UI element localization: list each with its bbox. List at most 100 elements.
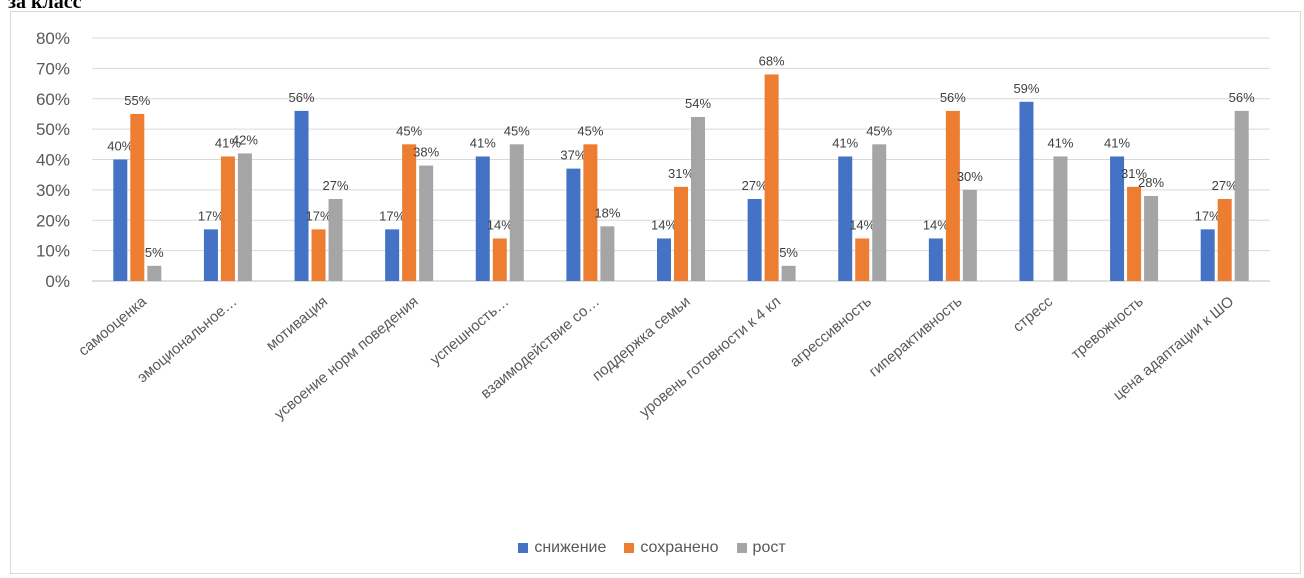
bar-рост <box>328 198 343 281</box>
bar-снижение <box>1019 101 1034 281</box>
bar-рост <box>147 265 162 281</box>
data-label: 14% <box>651 217 677 232</box>
bar-сохранено <box>220 156 235 281</box>
x-tick-label: самооценка <box>75 293 150 360</box>
data-label: 55% <box>124 93 150 108</box>
data-label: 37% <box>560 148 586 163</box>
bar-рост <box>1053 156 1068 281</box>
data-label: 41% <box>1104 135 1130 150</box>
data-label: 27% <box>742 178 768 193</box>
chart-legend: снижение сохранено рост <box>0 539 1304 557</box>
x-tick-label: усвоение норм поведения <box>271 293 421 423</box>
data-label: 54% <box>685 96 711 111</box>
bar-снижение <box>385 229 400 281</box>
data-label: 14% <box>923 217 949 232</box>
data-label: 5% <box>779 245 798 260</box>
data-label: 14% <box>487 217 513 232</box>
data-label: 17% <box>379 208 405 223</box>
data-label: 45% <box>504 123 530 138</box>
bar-сохранено <box>764 74 779 281</box>
legend-swatch-сохранено <box>624 543 635 553</box>
bar-снижение <box>1200 229 1215 281</box>
legend-item-рост: рост <box>736 539 786 557</box>
page-heading: за класс <box>8 0 82 13</box>
y-tick-label: 60% <box>36 90 70 109</box>
bar-рост <box>781 265 796 281</box>
bar-рост <box>962 189 977 281</box>
bar-рост <box>1234 110 1249 282</box>
data-label: 59% <box>1013 81 1039 96</box>
bar-снижение <box>475 156 490 281</box>
data-label: 45% <box>866 123 892 138</box>
y-tick-label: 70% <box>36 59 70 78</box>
x-tick-label: стресс <box>1010 293 1057 336</box>
data-label: 17% <box>1195 208 1221 223</box>
data-label: 31% <box>1121 166 1147 181</box>
data-label: 56% <box>940 90 966 105</box>
data-label: 41% <box>215 135 241 150</box>
bar-сохранено <box>1217 198 1232 281</box>
bar-сохранено <box>130 113 145 281</box>
x-tick-label: агрессивность <box>787 293 875 371</box>
bar-снижение <box>113 159 128 281</box>
bar-снижение <box>203 229 218 281</box>
bar-рост <box>872 144 887 281</box>
data-label: 17% <box>198 208 224 223</box>
data-label: 56% <box>289 90 315 105</box>
data-label: 68% <box>759 53 785 68</box>
data-label: 31% <box>668 166 694 181</box>
bar-снижение <box>1110 156 1125 281</box>
bar-снижение <box>838 156 853 281</box>
data-label: 56% <box>1229 90 1255 105</box>
data-label: 18% <box>594 205 620 220</box>
bar-сохранено <box>855 238 870 281</box>
bar-сохранено <box>311 229 326 281</box>
data-label: 30% <box>957 169 983 184</box>
bar-снижение <box>657 238 671 281</box>
chart-frame <box>10 11 1301 574</box>
bar-рост <box>237 153 252 281</box>
bar-рост <box>1144 195 1159 281</box>
y-tick-label: 20% <box>36 211 70 230</box>
x-tick-label: эмоциональное… <box>134 293 241 386</box>
bar-рост <box>509 144 524 281</box>
data-label: 41% <box>1047 135 1073 150</box>
bar-сохранено <box>945 110 960 282</box>
bar-сохранено <box>402 144 417 281</box>
data-label: 40% <box>107 139 133 154</box>
bar-снижение <box>294 110 309 282</box>
data-label: 28% <box>1138 175 1164 190</box>
data-label: 38% <box>413 145 439 160</box>
bar-рост <box>691 116 705 281</box>
data-label: 5% <box>145 245 164 260</box>
y-tick-label: 80% <box>36 29 70 48</box>
data-label: 41% <box>470 135 496 150</box>
data-label: 27% <box>323 178 349 193</box>
bar-снижение <box>747 198 762 281</box>
legend-label-сохранено: сохранено <box>640 539 719 556</box>
bar-снижение <box>928 238 943 281</box>
legend-label-снижение: снижение <box>534 539 607 556</box>
legend-swatch-рост <box>736 543 747 553</box>
data-label: 14% <box>849 217 875 232</box>
legend-swatch-снижение <box>518 543 529 553</box>
x-tick-label: тревожность <box>1068 293 1147 363</box>
data-label: 41% <box>832 135 858 150</box>
x-tick-label: мотивация <box>263 293 331 354</box>
y-tick-label: 50% <box>36 120 70 139</box>
legend-item-снижение: снижение <box>518 539 606 557</box>
legend-item-сохранено: сохранено <box>624 539 719 557</box>
data-label: 17% <box>306 208 332 223</box>
y-tick-label: 10% <box>36 242 70 261</box>
data-label: 27% <box>1212 178 1238 193</box>
bar-рост <box>600 226 615 281</box>
y-tick-label: 30% <box>36 181 70 200</box>
x-tick-label: гиперактивность <box>866 293 966 381</box>
y-tick-label: 40% <box>36 151 70 170</box>
x-tick-label: поддержка семьи <box>589 293 693 385</box>
bar-сохранено <box>674 186 688 281</box>
data-label: 45% <box>577 123 603 138</box>
bar-рост <box>419 165 434 281</box>
bar-сохранено <box>492 238 507 281</box>
